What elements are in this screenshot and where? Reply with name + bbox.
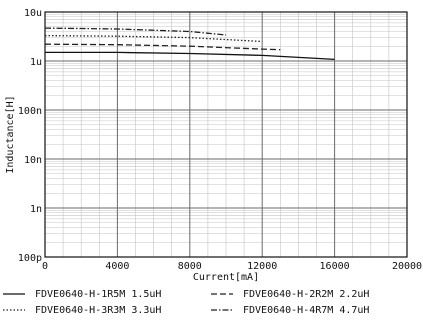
x-tick-label: 20000 [392,261,422,272]
y-tick-label: 10n [24,155,42,166]
x-tick-label: 12000 [247,261,277,272]
x-tick-label: 0 [42,261,48,272]
y-tick-label: 1u [30,57,42,68]
x-tick-label: 16000 [320,261,350,272]
x-tick-label: 8000 [178,261,202,272]
series-line [44,43,281,51]
legend-label: FDVE0640-H-1R5M 1.5uH [35,289,161,300]
y-tick-label: 1n [30,204,42,215]
y-tick-label: 100p [18,253,42,264]
legend-label: FDVE0640-H-3R3M 3.3uH [35,305,161,316]
y-axis-label: Inductance[H] [5,95,16,173]
x-tick-label: 4000 [105,261,129,272]
y-tick-label: 10u [24,8,42,19]
legend-label: FDVE0640-H-2R2M 2.2uH [243,289,369,300]
series-line [45,51,335,61]
plot-frame [44,11,408,258]
series-line [44,27,227,36]
series-line [44,34,263,43]
y-tick-label: 100n [18,106,42,117]
x-axis-label: Current[mA] [193,272,259,283]
legend-label: FDVE0640-H-4R7M 4.7uH [243,305,369,316]
